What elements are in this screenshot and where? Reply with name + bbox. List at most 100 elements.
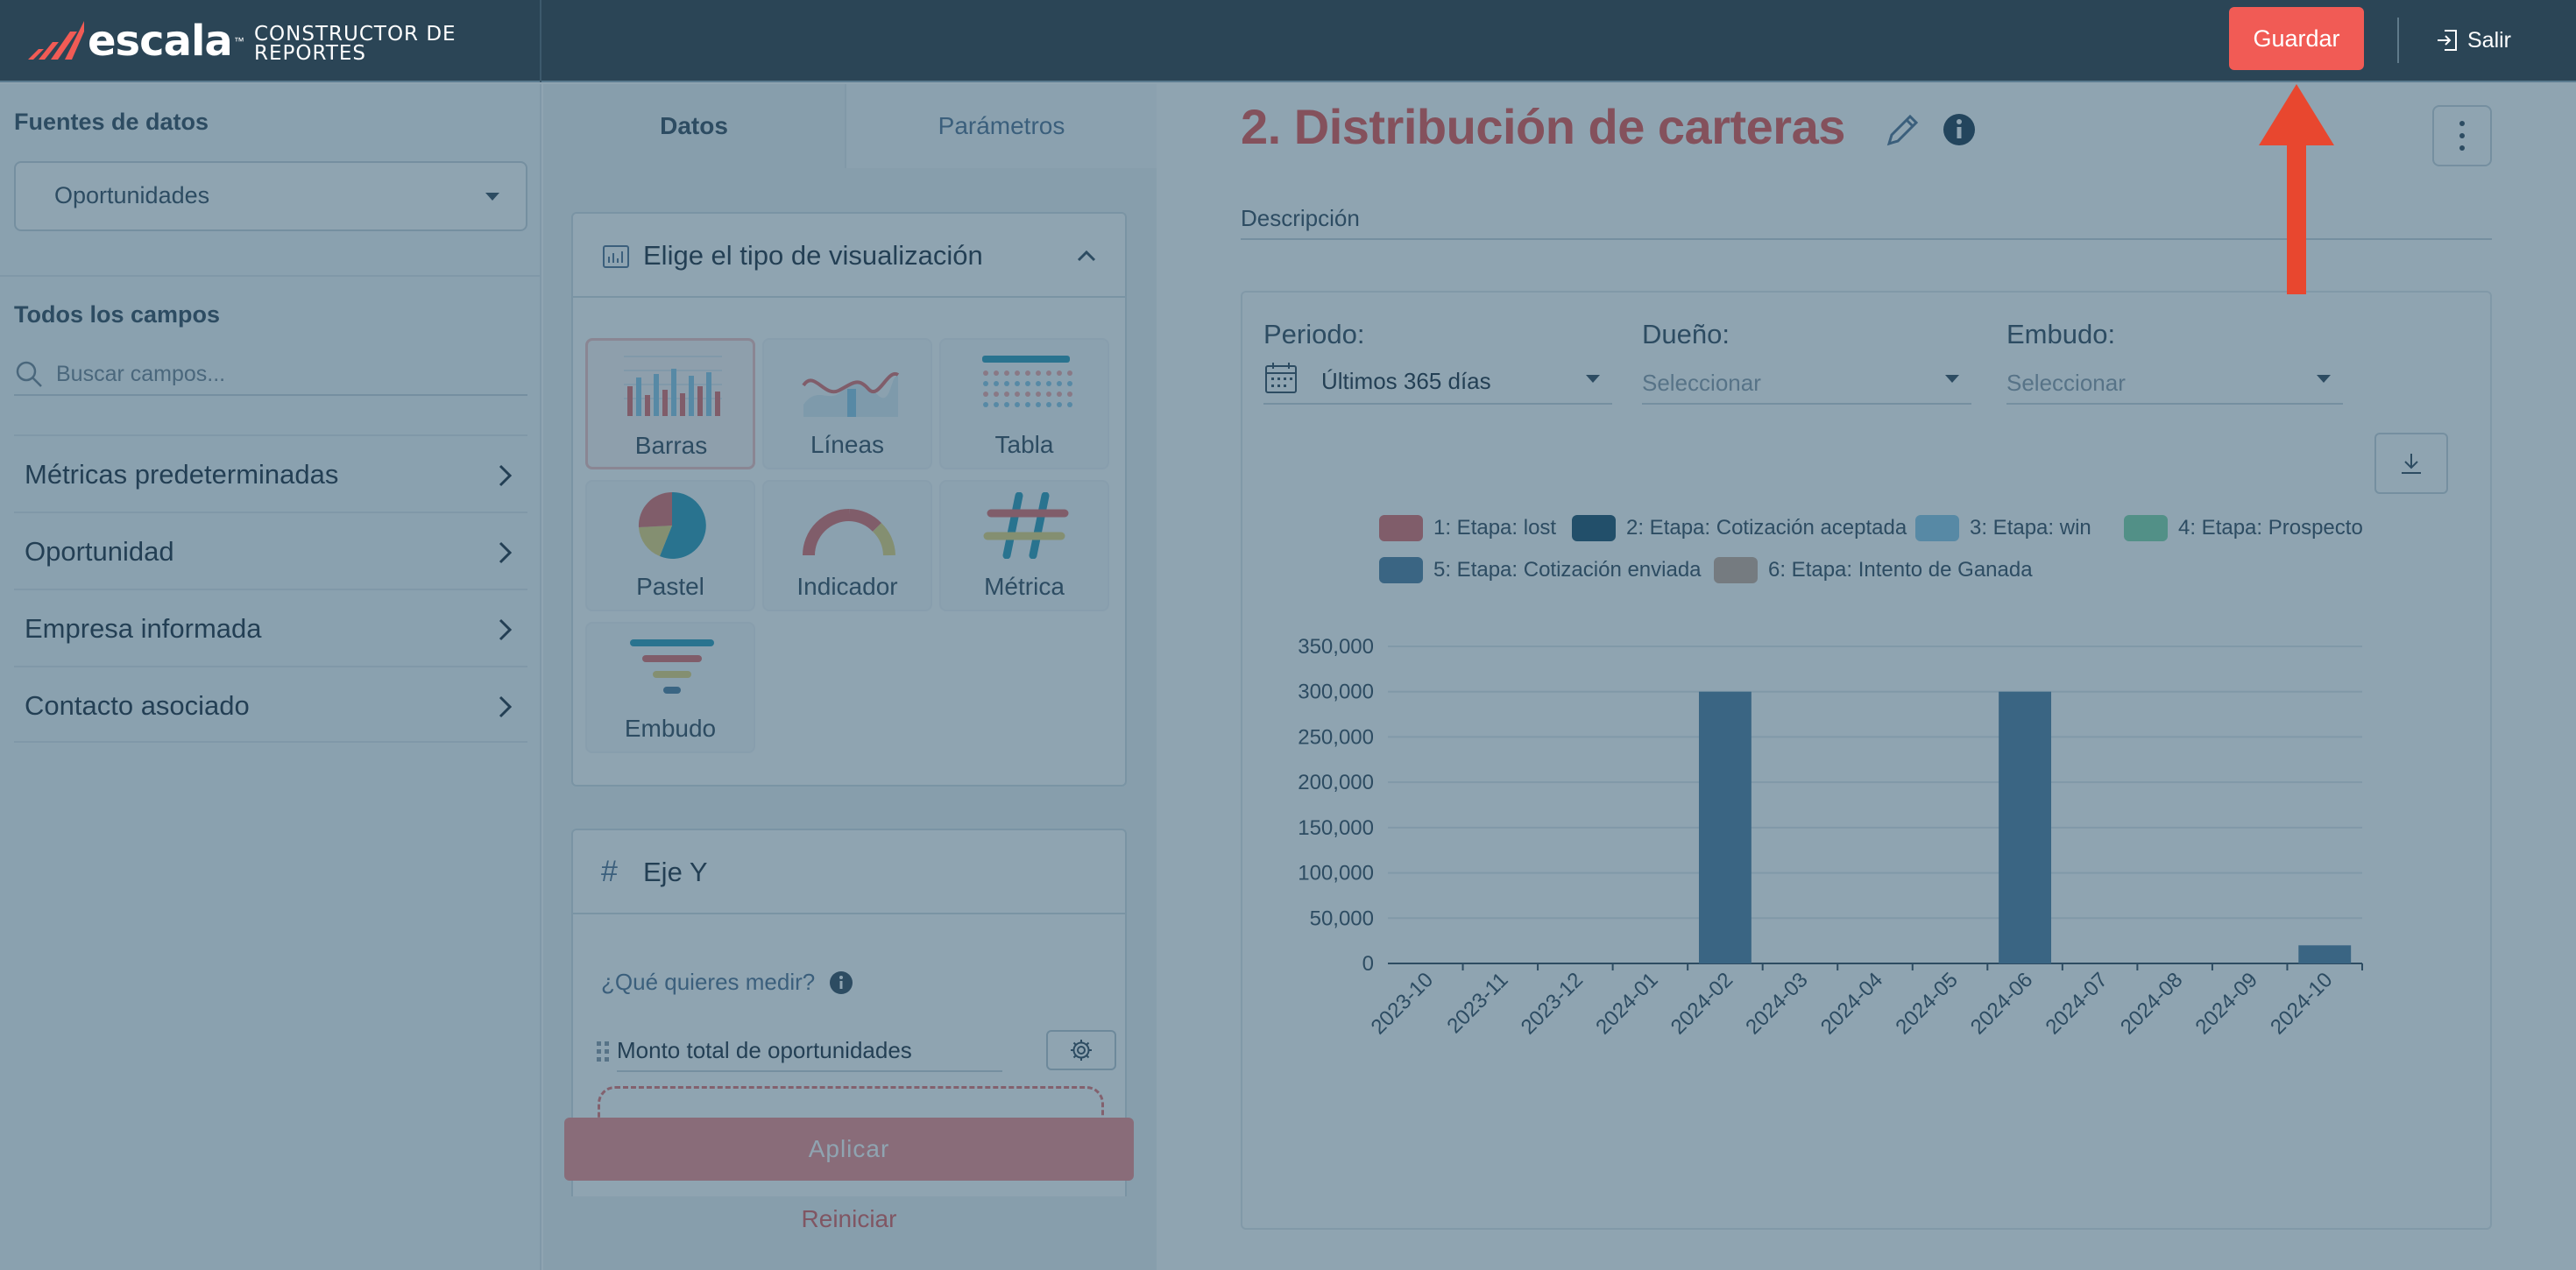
logo-trademark: ™ <box>233 35 244 47</box>
metric-field[interactable]: Monto total de oportunidades <box>617 1037 1002 1072</box>
y-axis-card-header[interactable]: # Eje Y <box>573 830 1125 914</box>
chevron-right-icon <box>499 618 513 641</box>
x-tick-label: 2024-09 <box>2191 968 2262 1039</box>
x-tick-label: 2024-10 <box>2266 968 2337 1039</box>
topbar-divider <box>2397 18 2399 63</box>
x-tick-label: 2024-01 <box>1591 968 1662 1039</box>
more-options-button[interactable] <box>2432 105 2492 166</box>
metric-settings-button[interactable] <box>1046 1030 1116 1070</box>
viz-option-metric[interactable]: Métrica <box>939 480 1109 611</box>
x-tick-label: 2024-06 <box>1966 968 2037 1039</box>
field-search <box>14 354 527 396</box>
gear-icon <box>1071 1040 1092 1061</box>
top-bar: escala ™ CONSTRUCTOR DE REPORTES Guardar … <box>0 0 2576 82</box>
caret-down-icon <box>485 193 499 201</box>
report-title: 2. Distribución de carteras <box>1241 99 1845 154</box>
field-group-default-metrics[interactable]: Métricas predeterminadas <box>14 434 527 512</box>
config-panel: Datos Parámetros Elige el tipo de visual… <box>543 84 1157 1270</box>
exit-button[interactable]: Salir <box>2434 23 2511 58</box>
bar-chart-icon <box>624 356 722 416</box>
funnel-icon <box>630 639 714 694</box>
viz-option-label: Pastel <box>636 573 704 600</box>
metric-row: Monto total de oportunidades <box>596 1028 1116 1072</box>
search-icon <box>16 361 42 387</box>
pencil-icon[interactable] <box>1884 110 1922 149</box>
viz-option-label: Métrica <box>984 573 1065 600</box>
field-group-company[interactable]: Empresa informada <box>14 589 527 666</box>
x-tick-label: 2024-07 <box>2041 968 2112 1039</box>
fields-sidebar: Fuentes de datos Oportunidades Todos los… <box>0 84 541 1270</box>
viz-option-label: Barras <box>634 432 708 459</box>
visualization-title: Elige el tipo de visualización <box>643 240 983 271</box>
viz-option-label: Tabla <box>994 431 1054 458</box>
exit-icon <box>2438 30 2457 51</box>
field-group-label: Empresa informada <box>25 613 262 644</box>
logo-text: escala <box>88 17 233 66</box>
arrow-up-icon <box>2259 84 2334 294</box>
hash-icon <box>983 492 1069 559</box>
divider <box>0 275 541 277</box>
reset-button[interactable]: Reiniciar <box>564 1198 1134 1240</box>
app-title: CONSTRUCTOR DE REPORTES <box>254 23 456 65</box>
x-tick-label: 2024-02 <box>1667 968 1737 1039</box>
y-tick-label: 50,000 <box>1310 907 1374 930</box>
table-icon <box>982 356 1072 407</box>
x-tick-label: 2023-11 <box>1442 968 1512 1038</box>
chart-card: Periodo: Últimos 365 días Dueño: Selecci… <box>1241 291 2492 1230</box>
save-button[interactable]: Guardar <box>2229 7 2364 70</box>
add-metric-dropzone[interactable] <box>598 1086 1104 1121</box>
topbar-divider <box>540 0 541 82</box>
hash-icon: # <box>601 855 618 888</box>
tab-datos[interactable]: Datos <box>543 84 845 168</box>
field-group-label: Oportunidad <box>25 536 174 567</box>
data-source-value: Oportunidades <box>54 182 210 208</box>
y-tick-label: 350,000 <box>1298 635 1374 659</box>
x-tick-label: 2024-03 <box>1741 968 1812 1039</box>
data-sources-title: Fuentes de datos <box>14 109 209 135</box>
x-tick-label: 2024-05 <box>1891 968 1962 1039</box>
search-input[interactable] <box>56 357 520 391</box>
field-group-label: Métricas predeterminadas <box>25 459 339 490</box>
y-tick-label: 150,000 <box>1298 816 1374 840</box>
viz-option-lines[interactable]: Líneas <box>762 338 932 469</box>
bar <box>2298 945 2352 963</box>
apply-button[interactable]: Aplicar <box>564 1118 1134 1181</box>
x-tick-label: 2024-08 <box>2116 968 2187 1039</box>
info-icon[interactable] <box>829 970 853 995</box>
visualization-card-header[interactable]: Elige el tipo de visualización <box>573 214 1125 298</box>
logo-mark-icon <box>28 21 84 60</box>
viz-option-label: Líneas <box>810 431 885 458</box>
viz-option-bars[interactable]: Barras <box>585 338 755 469</box>
info-icon[interactable] <box>1942 112 1977 147</box>
bar-chart: 0 50,000 100,000 150,000 200,000 250,000 300,0… <box>1298 635 2363 1040</box>
data-source-select[interactable]: Oportunidades <box>14 161 527 231</box>
chevron-up-icon <box>1077 250 1096 262</box>
bar <box>1698 691 1752 963</box>
pie-chart-icon <box>638 492 706 559</box>
viz-option-table[interactable]: Tabla <box>939 338 1109 469</box>
field-group-contact[interactable]: Contacto asociado <box>14 666 527 743</box>
y-tick-label: 100,000 <box>1298 862 1374 885</box>
y-tick-label: 0 <box>1362 952 1374 976</box>
y-axis-title: Eje Y <box>643 857 708 887</box>
viz-option-label: Embudo <box>624 715 717 742</box>
chart-frame-icon <box>603 245 629 268</box>
visualization-card: Elige el tipo de visualización Barras Lí… <box>571 212 1127 787</box>
viz-option-label: Indicador <box>796 573 898 600</box>
y-tick-label: 300,000 <box>1298 681 1374 704</box>
y-axis-question-label: ¿Qué quieres medir? <box>601 969 816 995</box>
viz-option-pie[interactable]: Pastel <box>585 480 755 611</box>
y-tick-label: 200,000 <box>1298 771 1374 794</box>
viz-option-funnel[interactable]: Embudo <box>585 622 755 753</box>
x-tick-label: 2024-04 <box>1816 968 1887 1039</box>
chevron-right-icon <box>499 695 513 718</box>
chevron-right-icon <box>499 464 513 487</box>
logo: escala ™ <box>26 19 244 63</box>
all-fields-title: Todos los campos <box>14 301 221 328</box>
field-group-opportunity[interactable]: Oportunidad <box>14 512 527 589</box>
bar <box>1999 691 2052 963</box>
x-tick-label: 2023-10 <box>1367 968 1438 1039</box>
drag-handle-icon[interactable] <box>596 1041 610 1063</box>
viz-option-gauge[interactable]: Indicador <box>762 480 932 611</box>
tab-parametros[interactable]: Parámetros <box>845 84 1157 168</box>
